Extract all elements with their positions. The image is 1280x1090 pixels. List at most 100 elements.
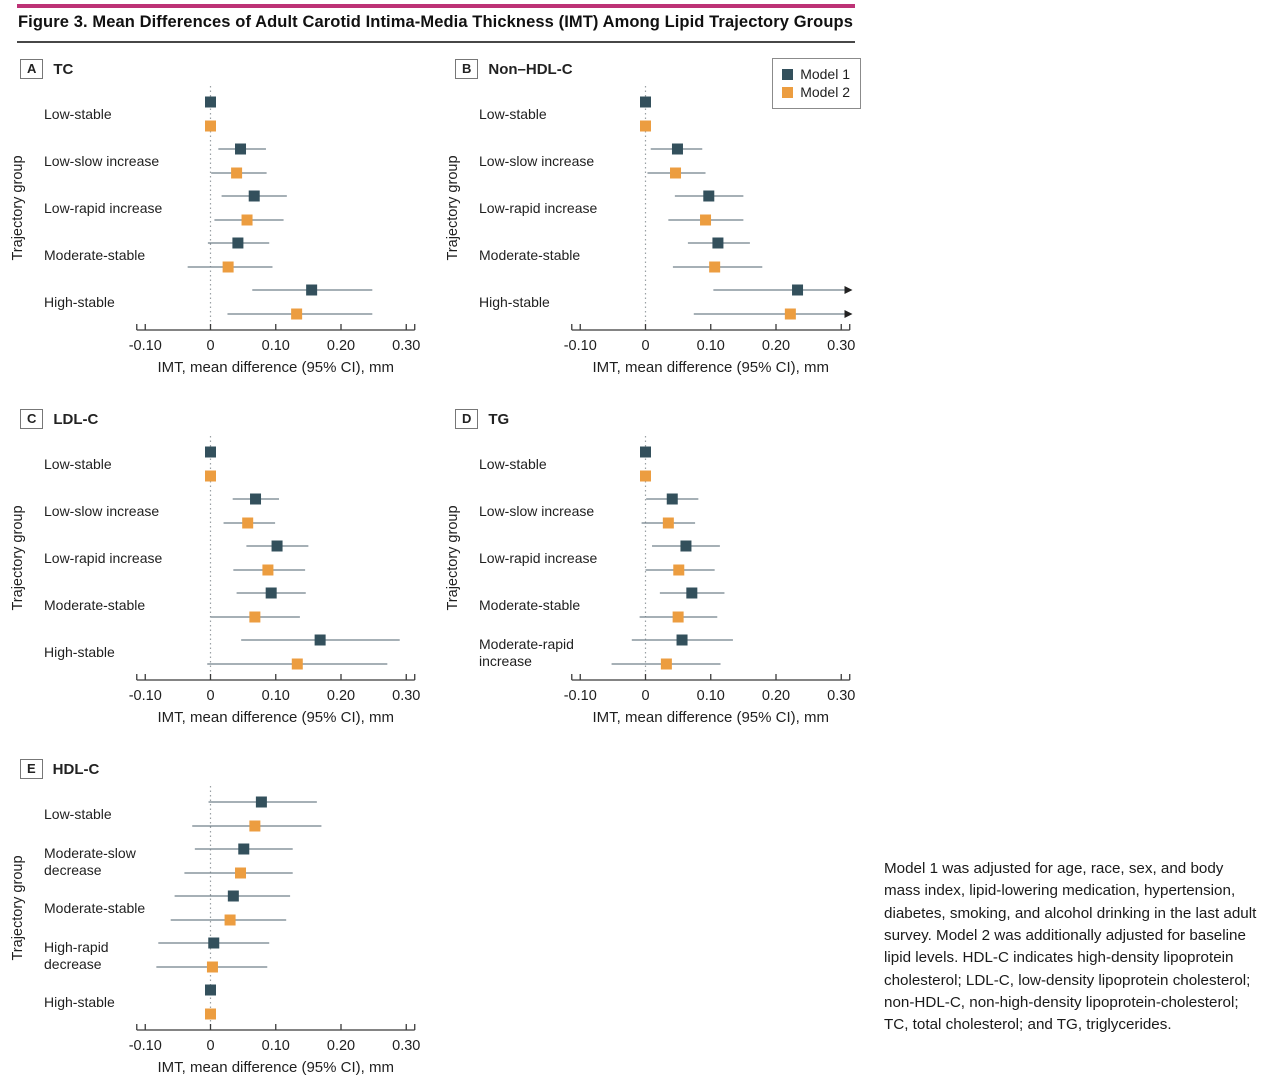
marker-model-2 xyxy=(672,611,684,623)
marker-model-2 xyxy=(640,470,651,482)
category-label: Moderate-rapid increase xyxy=(479,636,574,669)
marker-model-2 xyxy=(205,120,216,132)
panel-title: HDL-C xyxy=(52,760,100,778)
category-label: Low-rapid increase xyxy=(44,550,162,566)
marker-model-2 xyxy=(235,867,247,879)
figure-title: Figure 3. Mean Differences of Adult Caro… xyxy=(18,13,853,31)
axis-tick-label: 0.20 xyxy=(327,688,355,704)
panel-header: E HDL-C xyxy=(10,756,440,782)
marker-model-1 xyxy=(250,493,262,505)
x-axis-title: IMT, mean difference (95% CI), mm xyxy=(158,359,394,376)
marker-model-2 xyxy=(709,261,721,273)
panel-header: B Non–HDL-C xyxy=(445,56,875,82)
marker-model-1 xyxy=(232,237,244,249)
category-label: Moderate-stable xyxy=(44,900,145,916)
category-label: Low-stable xyxy=(479,106,547,122)
axis-tick-label: 0.30 xyxy=(827,688,855,704)
marker-model-2 xyxy=(673,564,685,576)
marker-model-1 xyxy=(676,634,688,646)
panel-e-hdl-c: E HDL-C Low-stable Moderate-slow decrease Mod… xyxy=(10,756,440,1084)
marker-model-1 xyxy=(712,237,724,249)
legend-label: Model 1 xyxy=(800,66,850,82)
marker-model-2 xyxy=(660,658,672,670)
marker-model-1 xyxy=(680,540,692,552)
x-axis-title: IMT, mean difference (95% CI), mm xyxy=(593,709,829,726)
marker-model-2 xyxy=(249,611,261,623)
marker-model-2 xyxy=(291,308,303,320)
legend-label: Model 2 xyxy=(800,84,850,100)
panel-letter-badge: A xyxy=(20,59,44,79)
forest-plot-svg: Low-stable Low-slow increase Low-rapid inc… xyxy=(10,436,420,726)
panel-a-tc: A TC Low-stable Low-slow increase Low-rapid … xyxy=(10,56,440,384)
y-axis-title: Trajectory group xyxy=(10,855,26,960)
marker-model-1 xyxy=(271,540,283,552)
panel-letter-badge: B xyxy=(455,59,479,79)
axis-tick-label: 0.20 xyxy=(327,1038,355,1054)
marker-model-2 xyxy=(205,470,216,482)
category-label: Moderate-stable xyxy=(479,597,580,613)
x-axis-title: IMT, mean difference (95% CI), mm xyxy=(158,1059,394,1076)
axis-tick-label: -0.10 xyxy=(564,688,597,704)
legend-swatch-icon xyxy=(782,86,794,98)
marker-model-1 xyxy=(640,96,651,108)
marker-model-2 xyxy=(242,517,254,529)
panel-header: C LDL-C xyxy=(10,406,440,432)
legend-swatch-icon xyxy=(782,68,794,80)
marker-model-1 xyxy=(686,587,698,599)
category-label: High-stable xyxy=(44,994,115,1010)
marker-model-1 xyxy=(306,284,318,296)
marker-model-2 xyxy=(700,214,712,226)
axis-tick-label: -0.10 xyxy=(129,688,162,704)
x-axis-title: IMT, mean difference (95% CI), mm xyxy=(593,359,829,376)
marker-model-1 xyxy=(235,143,247,155)
legend-item: Model 2 xyxy=(782,84,850,100)
category-label: Moderate-stable xyxy=(44,597,145,613)
category-label: Low-stable xyxy=(44,106,112,122)
panel-b-non-hdl-c: B Non–HDL-C Model 1 Model 2 Low-stable Low-sl… xyxy=(445,56,875,384)
axis-tick-label: 0 xyxy=(206,1038,214,1054)
marker-model-1 xyxy=(703,190,715,202)
marker-model-2 xyxy=(241,214,253,226)
category-label: High-stable xyxy=(44,644,115,660)
axis-tick-label: 0.10 xyxy=(262,688,290,704)
axis-tick-label: 0.30 xyxy=(392,688,420,704)
accent-rule xyxy=(17,4,855,8)
panel-header: A TC xyxy=(10,56,440,82)
legend: Model 1 Model 2 xyxy=(772,58,861,109)
marker-model-2 xyxy=(291,658,303,670)
category-label: Moderate-stable xyxy=(44,247,145,263)
marker-model-1 xyxy=(227,890,239,902)
axis-tick-label: 0.10 xyxy=(262,338,290,354)
category-label: Low-slow increase xyxy=(44,153,159,169)
marker-model-2 xyxy=(662,517,674,529)
axis-tick-label: -0.10 xyxy=(129,1038,162,1054)
marker-model-2 xyxy=(640,120,651,132)
category-label: Low-slow increase xyxy=(44,503,159,519)
marker-model-1 xyxy=(205,984,216,996)
marker-model-2 xyxy=(249,820,261,832)
legend-item: Model 1 xyxy=(782,66,850,82)
marker-model-2 xyxy=(262,564,274,576)
marker-model-1 xyxy=(265,587,277,599)
marker-model-1 xyxy=(208,937,220,949)
marker-model-1 xyxy=(248,190,260,202)
marker-model-2 xyxy=(670,167,682,179)
forest-plot-svg: Low-stable Low-slow increase Low-rapid inc… xyxy=(445,436,855,726)
panel-header: D TG xyxy=(445,406,875,432)
panel-c-ldl-c: C LDL-C Low-stable Low-slow increase Low-rap… xyxy=(10,406,440,734)
panel-title: LDL-C xyxy=(53,410,99,428)
axis-tick-label: 0.30 xyxy=(392,1038,420,1054)
category-label: Low-stable xyxy=(44,806,112,822)
category-label: Low-stable xyxy=(479,456,547,472)
category-label: Low-rapid increase xyxy=(479,200,597,216)
category-label: Moderate-slow decrease xyxy=(44,845,137,878)
marker-model-1 xyxy=(666,493,678,505)
category-label: Moderate-stable xyxy=(479,247,580,263)
marker-model-2 xyxy=(222,261,234,273)
category-label: High-stable xyxy=(479,294,550,310)
marker-model-2 xyxy=(206,961,218,973)
figure-caption: Model 1 was adjusted for age, race, sex,… xyxy=(884,860,1257,1034)
y-axis-title: Trajectory group xyxy=(10,505,26,610)
category-label: Low-rapid increase xyxy=(479,550,597,566)
panel-title: TG xyxy=(488,410,510,428)
